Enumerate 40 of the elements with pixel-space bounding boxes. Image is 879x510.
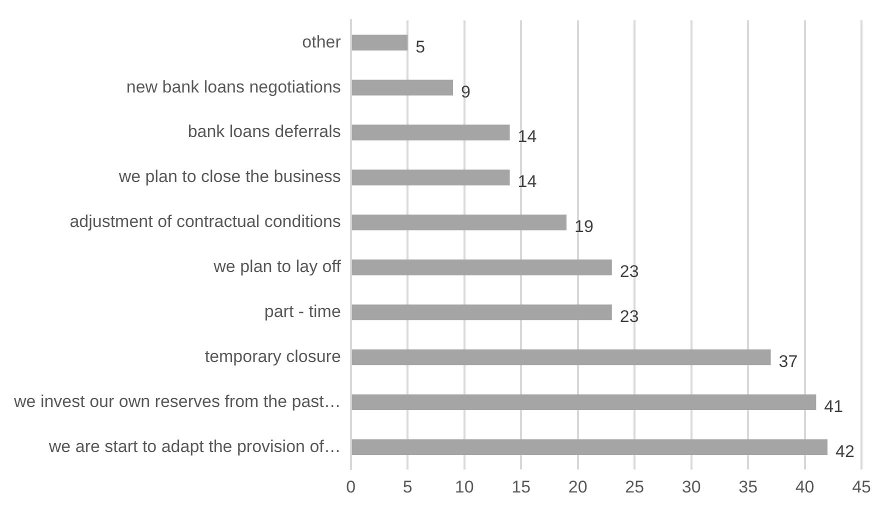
- data-label: 5: [416, 37, 426, 56]
- x-tick-label: 20: [568, 477, 588, 496]
- data-label: 14: [518, 172, 537, 192]
- y-tick-label: bank loans deferrals: [188, 122, 341, 142]
- bar: [352, 214, 567, 230]
- data-label: 14: [518, 127, 537, 146]
- bar: [352, 394, 816, 410]
- x-tick-label: 30: [682, 477, 701, 496]
- x-tick-label: 0: [346, 477, 356, 496]
- bar: [352, 80, 454, 96]
- x-tick-label: 10: [454, 477, 474, 496]
- data-label: 9: [461, 82, 471, 102]
- x-tick-label: 35: [738, 477, 758, 496]
- data-label: 19: [574, 217, 594, 236]
- data-label: 37: [778, 352, 798, 371]
- bar: [352, 34, 408, 51]
- y-tick-label: we invest our own reserves from the past…: [12, 392, 341, 411]
- x-tick-label: 40: [795, 477, 814, 496]
- y-tick-label: temporary closure: [204, 346, 341, 366]
- bar: [352, 260, 612, 276]
- x-tick-label: 25: [625, 477, 644, 496]
- y-tick-label: we plan to lay off: [212, 257, 342, 276]
- y-tick-label: part - time: [264, 302, 341, 321]
- bar: [352, 170, 510, 186]
- bar: [352, 439, 828, 455]
- data-label: 42: [836, 442, 854, 461]
- bar: [352, 304, 612, 320]
- y-tick-label: other: [302, 32, 342, 52]
- y-tick-label: new bank loans negotiations: [126, 77, 341, 96]
- bar: [352, 124, 510, 140]
- y-tick-label: we plan to close the business: [118, 167, 341, 186]
- x-tick-label: 5: [402, 477, 412, 496]
- data-label: 23: [620, 306, 639, 326]
- y-tick-label: adjustment of contractual conditions: [70, 212, 341, 232]
- bar: [352, 349, 771, 366]
- x-tick-label: 15: [512, 477, 531, 496]
- x-tick-label: 45: [852, 477, 872, 496]
- data-label: 41: [824, 396, 844, 416]
- data-label: 23: [620, 262, 639, 282]
- y-tick-label: we are start to adapt the provision of…: [48, 436, 341, 456]
